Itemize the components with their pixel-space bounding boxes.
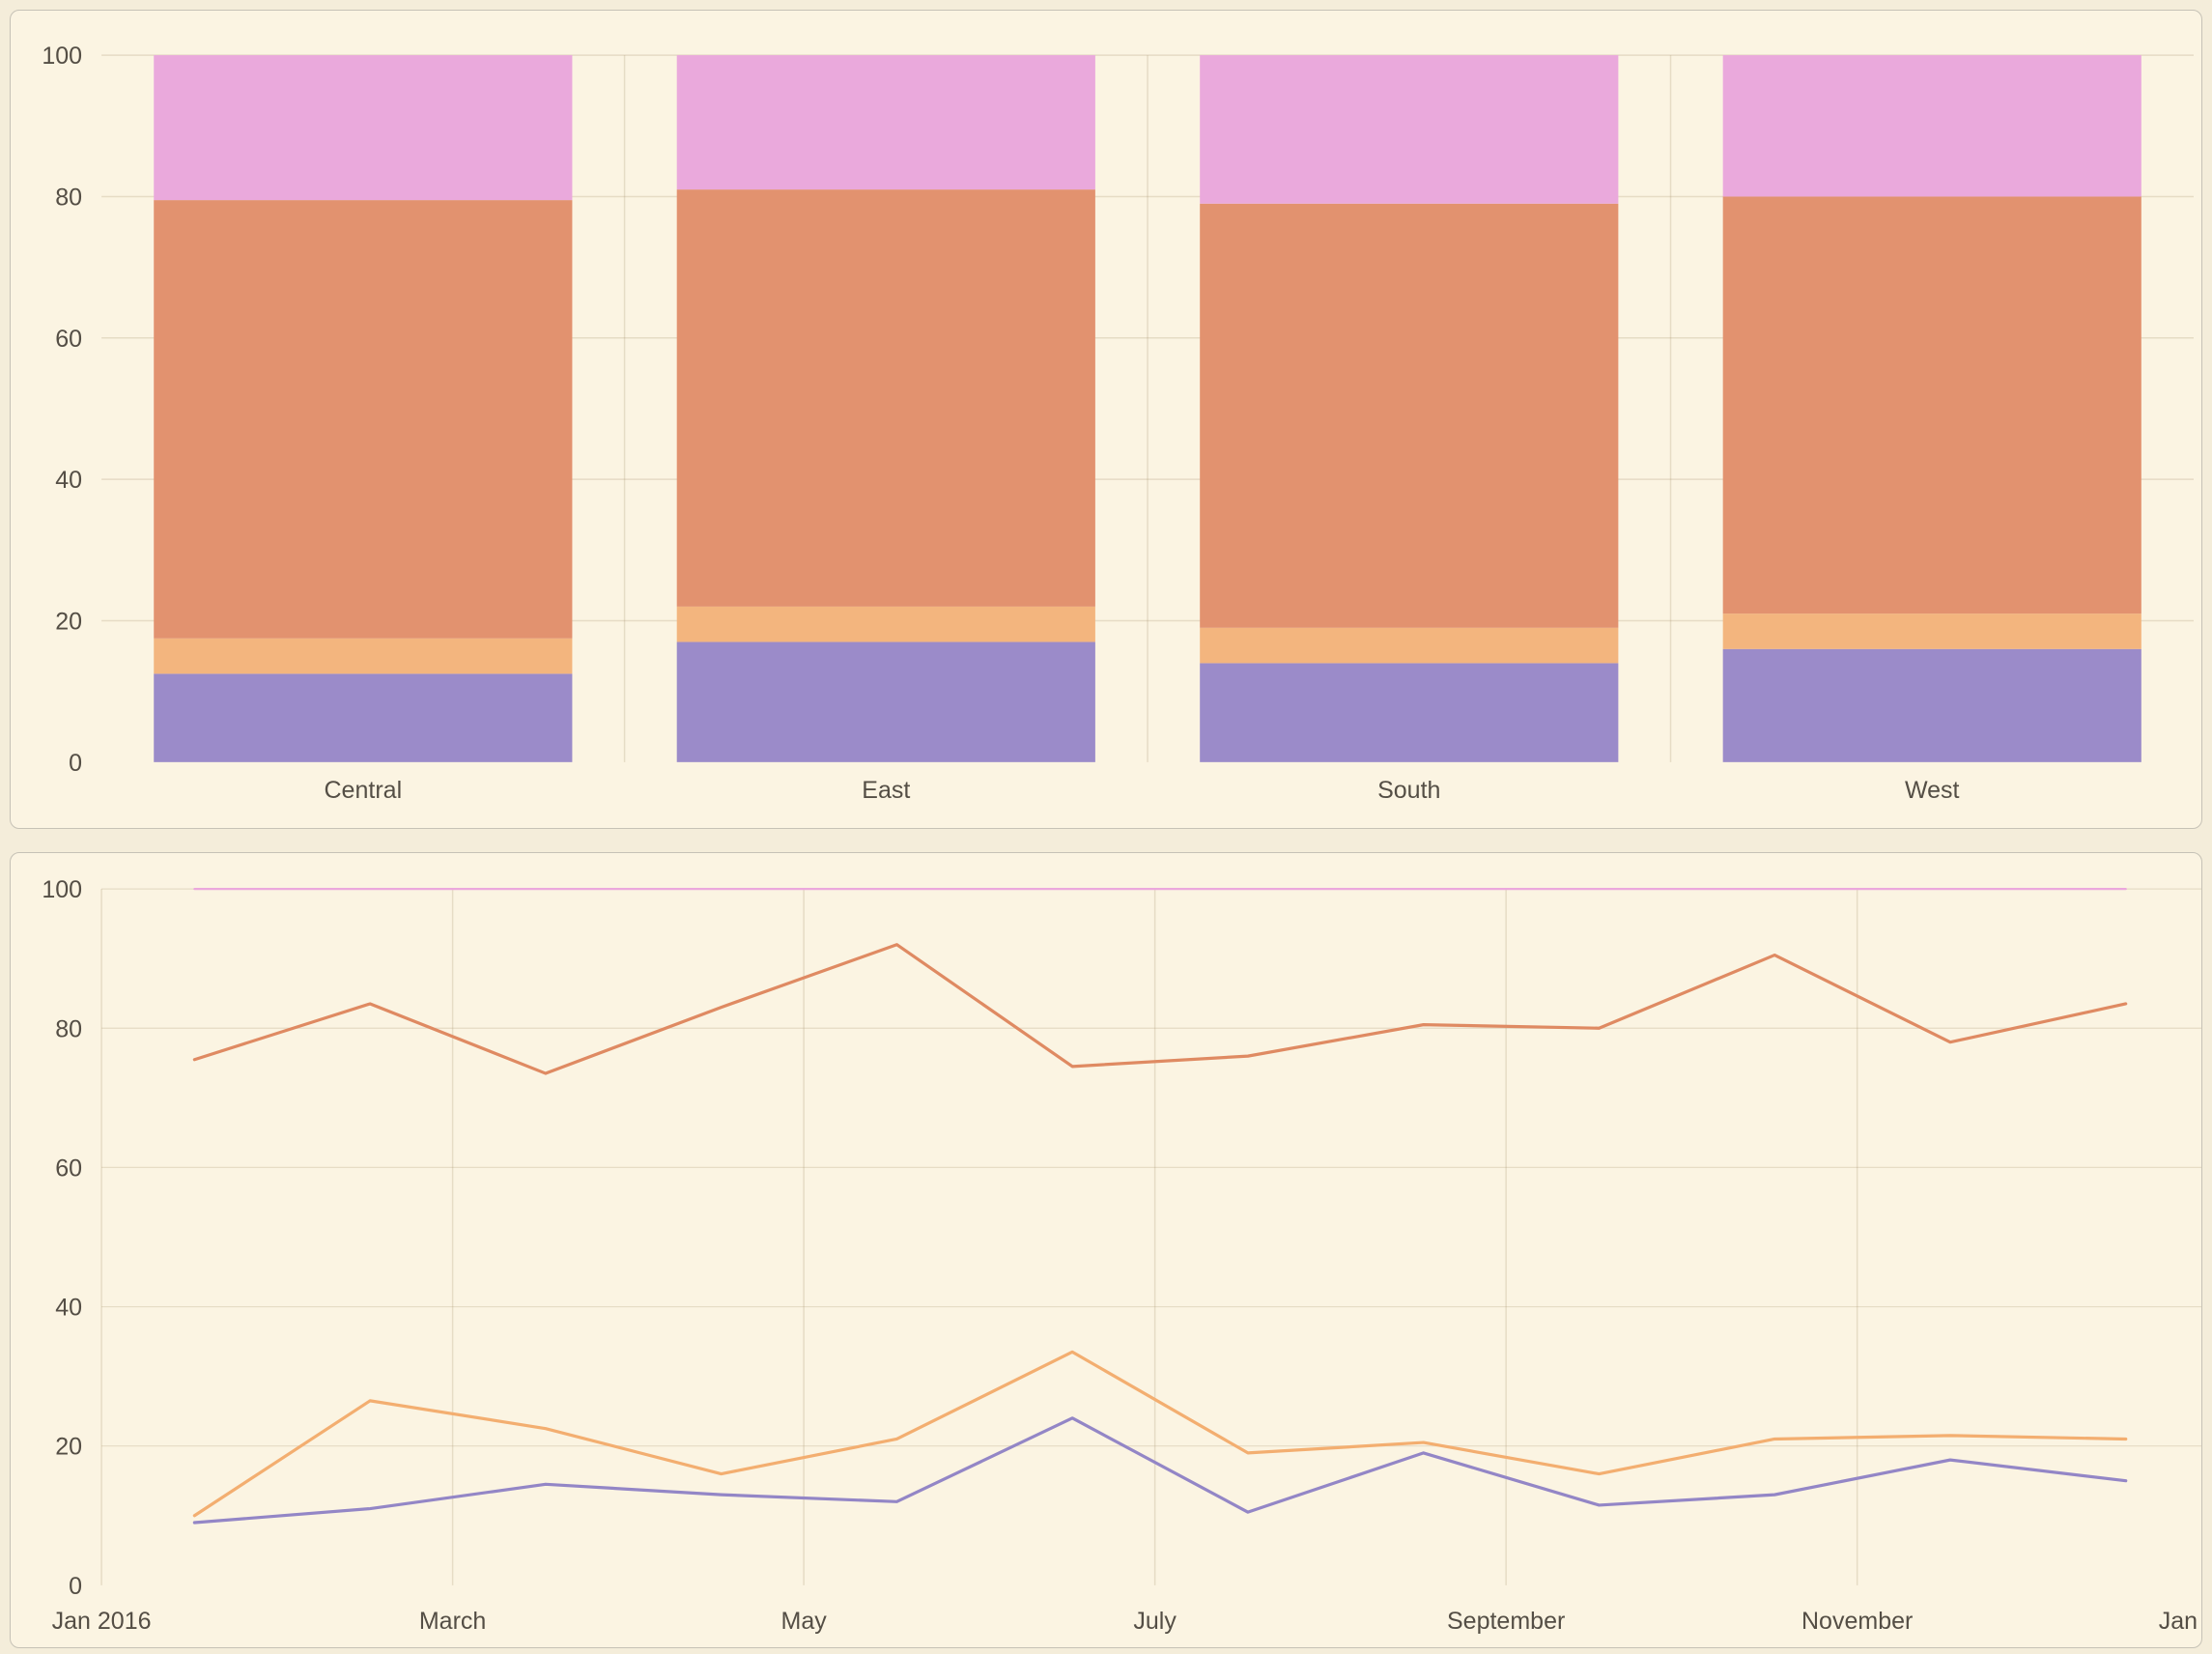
y-tick-label: 100 (42, 43, 82, 70)
bar-segment-purple[interactable] (1200, 663, 1619, 762)
y-tick-label: 20 (55, 608, 82, 635)
bar-segment-coral[interactable] (676, 189, 1095, 607)
y-tick-label: 60 (55, 326, 82, 353)
line-chart-panel: Jan 2016 March May July September November Jan… (10, 852, 2202, 1648)
y-tick-label: 40 (55, 1295, 82, 1322)
bar-segment-purple[interactable] (676, 642, 1095, 762)
y-tick-label: 100 (42, 876, 82, 903)
line-chart: Jan 2016 March May July September November Jan… (42, 876, 2201, 1635)
bar-segment-coral[interactable] (154, 200, 573, 639)
bar-segment-coral[interactable] (1200, 203, 1619, 628)
x-tick-label: Jan 2017 (2159, 1608, 2201, 1635)
bar-segment-pink[interactable] (676, 55, 1095, 190)
bar-segment-orange[interactable] (1200, 627, 1619, 664)
category-label: East (862, 777, 910, 804)
x-tick-label: September (1447, 1608, 1565, 1635)
x-tick-label: March (419, 1608, 486, 1635)
x-tick-label: July (1133, 1608, 1177, 1635)
y-tick-label: 80 (55, 1015, 82, 1042)
y-tick-label: 60 (55, 1155, 82, 1182)
bar-segment-purple[interactable] (1722, 648, 2141, 762)
line-series-purple[interactable] (192, 1416, 2128, 1525)
y-tick-label: 0 (69, 750, 82, 777)
line-series-coral[interactable] (192, 943, 2128, 1075)
category-label: South (1377, 777, 1440, 804)
line-series-orange[interactable] (192, 1350, 2128, 1518)
category-label: Central (325, 777, 403, 804)
bar-segment-pink[interactable] (1722, 55, 2141, 197)
y-tick-label: 0 (69, 1573, 82, 1600)
stacked-bar-chart-panel: 0 20 40 60 80 100 Central East South West (10, 10, 2202, 829)
category-label: West (1905, 777, 1960, 804)
y-tick-label: 80 (55, 184, 82, 211)
x-tick-label: November (1801, 1608, 1913, 1635)
y-tick-label: 20 (55, 1434, 82, 1461)
bar-segment-purple[interactable] (154, 673, 573, 762)
bar-segment-pink[interactable] (154, 55, 573, 201)
bar-segment-orange[interactable] (154, 638, 573, 674)
x-tick-label: May (780, 1608, 827, 1635)
y-tick-label: 40 (55, 467, 82, 494)
stacked-bar-chart: 0 20 40 60 80 100 Central East South West (42, 43, 2194, 804)
x-tick-label: Jan 2016 (52, 1608, 152, 1635)
bar-segment-orange[interactable] (1722, 613, 2141, 649)
bar-segment-orange[interactable] (676, 606, 1095, 642)
bar-segment-pink[interactable] (1200, 55, 1619, 204)
bar-segment-coral[interactable] (1722, 196, 2141, 614)
